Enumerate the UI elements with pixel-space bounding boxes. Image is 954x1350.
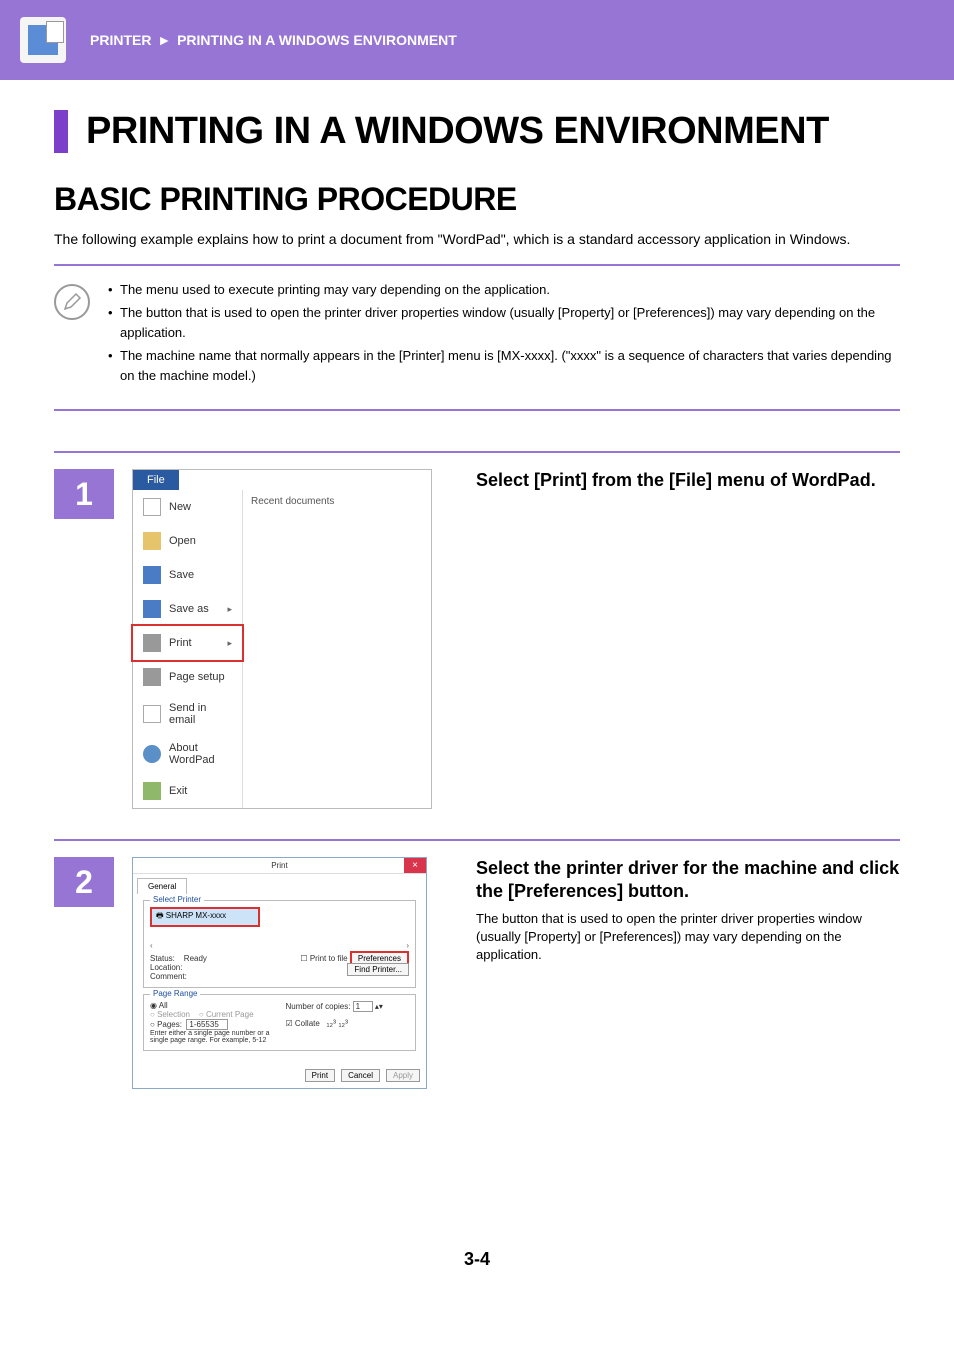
collate-icon: ₁₂³ ₁₂³ — [326, 1018, 348, 1028]
menu-label: About WordPad — [169, 742, 232, 766]
intro-text: The following example explains how to pr… — [54, 230, 900, 250]
apply-button[interactable]: Apply — [386, 1069, 420, 1082]
collate-label: Collate — [295, 1019, 320, 1028]
note-block: The menu used to execute printing may va… — [54, 276, 900, 402]
note-item: The button that is used to open the prin… — [108, 303, 900, 342]
step-number: 1 — [54, 469, 114, 519]
open-icon — [143, 532, 161, 550]
pencil-icon — [54, 284, 90, 320]
sub-title: BASIC PRINTING PROCEDURE — [54, 181, 900, 218]
close-icon[interactable]: × — [404, 858, 426, 873]
radio-label: All — [159, 1001, 168, 1010]
menu-label: Page setup — [169, 671, 225, 683]
range-hint: Enter either a single page number or a s… — [150, 1030, 274, 1044]
page-range-group: Page Range ◉ All ○ Selection ○ Current P… — [143, 994, 416, 1051]
menu-new[interactable]: New — [133, 490, 242, 524]
scroll-left-icon[interactable]: ‹ — [150, 941, 153, 950]
radio-label: Current Page — [206, 1010, 254, 1019]
breadcrumb-arrow-icon: ► — [157, 32, 171, 48]
breadcrumb-page[interactable]: PRINTING IN A WINDOWS ENVIRONMENT — [177, 32, 457, 48]
menu-label: Exit — [169, 785, 187, 797]
info-icon — [143, 745, 161, 763]
scroll-right-icon[interactable]: › — [406, 941, 409, 950]
print-to-file-checkbox[interactable]: Print to file — [310, 954, 348, 963]
step-number: 2 — [54, 857, 114, 907]
email-icon — [143, 705, 161, 723]
print-button[interactable]: Print — [305, 1069, 335, 1082]
status-value: Ready — [184, 954, 207, 963]
step-1: 1 File New Open Save Save as ▸ Print ▸ Pag… — [54, 451, 900, 809]
menu-exit[interactable]: Exit — [133, 774, 242, 808]
copies-input[interactable]: 1 — [353, 1001, 373, 1012]
menu-pagesetup[interactable]: Page setup — [133, 660, 242, 694]
saveas-icon — [143, 600, 161, 618]
cancel-button[interactable]: Cancel — [341, 1069, 380, 1082]
status-label: Status: — [150, 954, 175, 963]
fieldset-legend: Page Range — [150, 989, 200, 998]
chevron-right-icon: ▸ — [227, 638, 232, 649]
menu-label: Send in email — [169, 702, 232, 726]
dialog-titlebar: Print × — [133, 858, 426, 874]
breadcrumb: PRINTER ► PRINTING IN A WINDOWS ENVIRONM… — [90, 32, 457, 48]
menu-label: New — [169, 501, 191, 513]
file-menu-screenshot: File New Open Save Save as ▸ Print ▸ Page … — [132, 469, 452, 809]
page-number: 3-4 — [54, 1249, 900, 1270]
menu-label: Print — [169, 637, 192, 649]
new-icon — [143, 498, 161, 516]
chevron-right-icon: ▸ — [227, 604, 232, 615]
save-icon — [143, 566, 161, 584]
file-tab[interactable]: File — [133, 470, 179, 490]
pages-input[interactable]: 1-65535 — [186, 1019, 228, 1030]
dialog-title: Print — [271, 861, 287, 870]
radio-selection: ○ Selection ○ Current Page — [150, 1010, 274, 1019]
menu-saveas[interactable]: Save as ▸ — [133, 592, 242, 626]
note-item: The machine name that normally appears i… — [108, 346, 900, 385]
menu-label: Save — [169, 569, 194, 581]
radio-label: Selection — [157, 1010, 190, 1019]
exit-icon — [143, 782, 161, 800]
menu-label: Open — [169, 535, 196, 547]
recent-documents: Recent documents — [243, 490, 431, 808]
menu-label: Save as — [169, 603, 209, 615]
page-header: PRINTER ► PRINTING IN A WINDOWS ENVIRONM… — [0, 0, 954, 80]
step2-desc: The button that is used to open the prin… — [476, 910, 900, 965]
step1-heading: Select [Print] from the [File] menu of W… — [476, 469, 900, 492]
select-printer-group: Select Printer 🖶 SHARP MX-xxxx ‹› Status… — [143, 900, 416, 988]
menu-save[interactable]: Save — [133, 558, 242, 592]
divider — [54, 409, 900, 411]
breadcrumb-section[interactable]: PRINTER — [90, 32, 151, 48]
step2-heading: Select the printer driver for the machin… — [476, 857, 900, 904]
menu-sendemail[interactable]: Send in email — [133, 694, 242, 734]
radio-pages[interactable]: ○ Pages: 1-65535 — [150, 1019, 274, 1030]
radio-label: Pages: — [157, 1020, 182, 1029]
radio-all[interactable]: ◉ All — [150, 1001, 274, 1010]
location-label: Location: — [150, 963, 207, 972]
printer-name: SHARP MX-xxxx — [166, 911, 226, 920]
tab-general[interactable]: General — [137, 878, 187, 894]
printer-selection[interactable]: 🖶 SHARP MX-xxxx — [150, 907, 260, 927]
page-content: PRINTING IN A WINDOWS ENVIRONMENT BASIC … — [0, 80, 954, 1310]
note-item: The menu used to execute printing may va… — [108, 280, 900, 300]
step-2: 2 Print × General Select Printer 🖶 SHARP… — [54, 839, 900, 1089]
menu-open[interactable]: Open — [133, 524, 242, 558]
copies-label: Number of copies: — [286, 1002, 351, 1011]
menu-about[interactable]: About WordPad — [133, 734, 242, 774]
fieldset-legend: Select Printer — [150, 895, 204, 904]
copies-row: Number of copies: 1 ▴▾ — [286, 1001, 410, 1012]
printer-icon — [20, 17, 66, 63]
print-icon — [143, 634, 161, 652]
collate-checkbox[interactable]: ☑ Collate ₁₂³ ₁₂³ — [286, 1018, 410, 1028]
print-dialog-screenshot: Print × General Select Printer 🖶 SHARP M… — [132, 857, 452, 1089]
find-printer-button[interactable]: Find Printer... — [347, 963, 409, 976]
note-list: The menu used to execute printing may va… — [108, 280, 900, 390]
pagesetup-icon — [143, 668, 161, 686]
comment-label: Comment: — [150, 972, 207, 981]
menu-print[interactable]: Print ▸ — [131, 624, 244, 662]
divider — [54, 264, 900, 266]
main-title: PRINTING IN A WINDOWS ENVIRONMENT — [54, 110, 900, 153]
